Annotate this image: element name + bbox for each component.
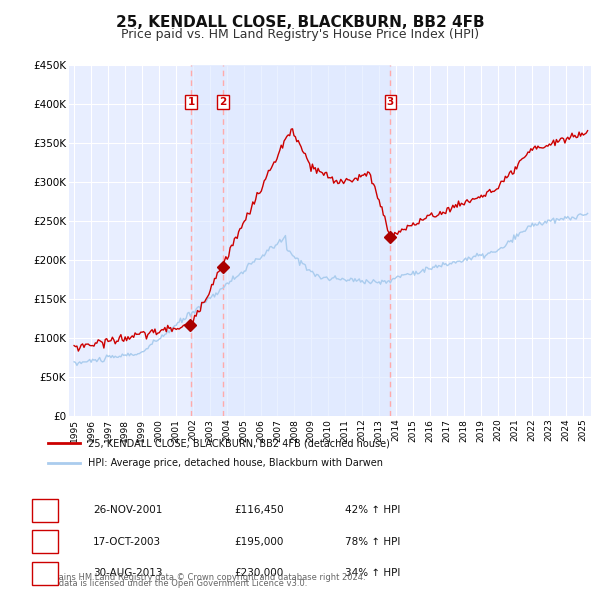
Text: 42% ↑ HPI: 42% ↑ HPI [345,506,400,515]
Text: 34% ↑ HPI: 34% ↑ HPI [345,569,400,578]
Text: 25, KENDALL CLOSE, BLACKBURN, BB2 4FB (detached house): 25, KENDALL CLOSE, BLACKBURN, BB2 4FB (d… [89,438,391,448]
Text: 2: 2 [41,537,49,546]
Text: 25, KENDALL CLOSE, BLACKBURN, BB2 4FB: 25, KENDALL CLOSE, BLACKBURN, BB2 4FB [116,15,484,30]
Text: 78% ↑ HPI: 78% ↑ HPI [345,537,400,546]
Text: £116,450: £116,450 [234,506,284,515]
Text: HPI: Average price, detached house, Blackburn with Darwen: HPI: Average price, detached house, Blac… [89,458,383,468]
Text: £230,000: £230,000 [234,569,283,578]
Bar [191,65,391,416]
Text: 1: 1 [187,97,194,107]
Text: 1: 1 [41,506,49,515]
Text: 3: 3 [387,97,394,107]
Text: 30-AUG-2013: 30-AUG-2013 [93,569,163,578]
Text: 3: 3 [41,569,49,578]
Text: 26-NOV-2001: 26-NOV-2001 [93,506,163,515]
Text: This data is licensed under the Open Government Licence v3.0.: This data is licensed under the Open Gov… [39,579,307,588]
Text: Price paid vs. HM Land Registry's House Price Index (HPI): Price paid vs. HM Land Registry's House … [121,28,479,41]
Text: £195,000: £195,000 [234,537,283,546]
Text: Contains HM Land Registry data © Crown copyright and database right 2024.: Contains HM Land Registry data © Crown c… [39,573,365,582]
Text: 2: 2 [220,97,227,107]
Text: 17-OCT-2003: 17-OCT-2003 [93,537,161,546]
